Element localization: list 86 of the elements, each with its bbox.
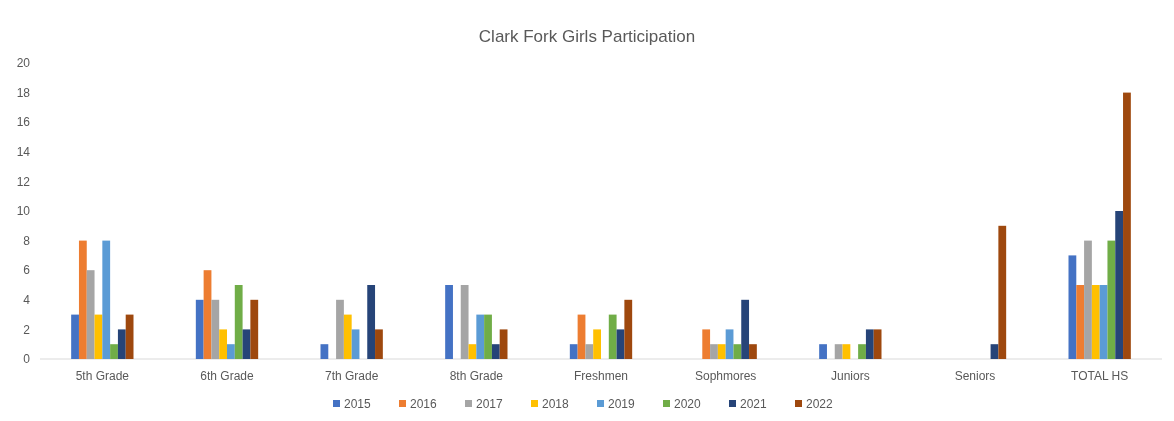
bar (1084, 240, 1092, 359)
bar (998, 225, 1007, 359)
x-tick-label: Seniors (954, 369, 996, 383)
bar (1076, 285, 1085, 359)
bar (569, 344, 578, 359)
bar (725, 329, 734, 359)
y-tick-label: 12 (16, 174, 31, 189)
bar (616, 329, 625, 359)
bar (125, 314, 134, 359)
bar (990, 344, 999, 359)
y-tick-label: 20 (16, 56, 31, 71)
bar (234, 285, 243, 359)
bar (320, 344, 329, 359)
bar (242, 329, 251, 359)
y-tick-label: 4 (23, 293, 31, 307)
bar (749, 344, 757, 359)
bar (102, 240, 111, 359)
bar (250, 299, 259, 359)
legend-label: 2019 (608, 397, 636, 412)
bar (819, 344, 827, 359)
y-tick-label: 18 (16, 85, 31, 100)
bar (834, 344, 843, 359)
legend-label: 2017 (476, 397, 504, 412)
bar (195, 299, 204, 359)
bar (375, 329, 383, 359)
bar (702, 329, 711, 359)
bar (1099, 285, 1108, 359)
x-tick-label: Freshmen (573, 369, 629, 383)
bar (71, 314, 79, 359)
x-tick-label: 8th Grade (449, 369, 504, 383)
legend-label: 2018 (542, 397, 570, 412)
bar (219, 329, 227, 359)
bar (211, 299, 220, 359)
bar (593, 329, 601, 359)
y-tick-label: 0 (23, 352, 31, 367)
bar (351, 329, 360, 359)
x-tick-label: TOTAL HS (1071, 369, 1129, 383)
legend-label: 2022 (806, 397, 834, 412)
bar (1068, 255, 1077, 359)
bar (460, 285, 469, 359)
legend-label: 2015 (344, 397, 372, 412)
bar (117, 329, 126, 359)
bar (86, 270, 95, 359)
legend-label: 2020 (674, 397, 702, 412)
bar (78, 240, 87, 359)
y-tick-label: 16 (16, 115, 31, 130)
bar (367, 285, 376, 359)
x-tick-label: 7th Grade (324, 369, 379, 383)
bar (491, 344, 500, 359)
bar (1091, 285, 1100, 359)
bar (336, 299, 344, 359)
y-tick-label: 2 (23, 322, 31, 337)
bar (343, 314, 352, 359)
bar (1107, 240, 1116, 359)
x-tick-label: Juniors (830, 369, 870, 383)
bar (733, 344, 742, 359)
bar (499, 329, 508, 359)
legend-label: 2016 (410, 397, 438, 412)
bar (227, 344, 235, 359)
bar (484, 314, 492, 359)
bar (476, 314, 485, 359)
bar (585, 344, 594, 359)
bar (608, 314, 617, 359)
bar (741, 299, 750, 359)
bar (858, 344, 866, 359)
chart-title: Clark Fork Girls Participation (478, 27, 696, 46)
x-tick-label: Sophmores (694, 369, 757, 383)
x-tick-label: 6th Grade (200, 369, 255, 383)
legend-label: 2021 (740, 397, 768, 412)
bar (468, 344, 477, 359)
x-tick-label: 5th Grade (75, 369, 130, 383)
bar (1123, 92, 1131, 359)
bar (865, 329, 874, 359)
bar (873, 329, 882, 359)
bar (842, 344, 851, 359)
bar (1115, 211, 1124, 359)
bar (203, 270, 212, 359)
bar (710, 344, 718, 359)
bar (445, 285, 453, 359)
y-tick-label: 6 (23, 263, 31, 278)
bar (110, 344, 118, 359)
bar (624, 299, 633, 359)
bar (717, 344, 726, 359)
y-tick-label: 10 (16, 204, 31, 219)
y-tick-label: 14 (16, 145, 31, 159)
y-tick-label: 8 (23, 233, 31, 248)
